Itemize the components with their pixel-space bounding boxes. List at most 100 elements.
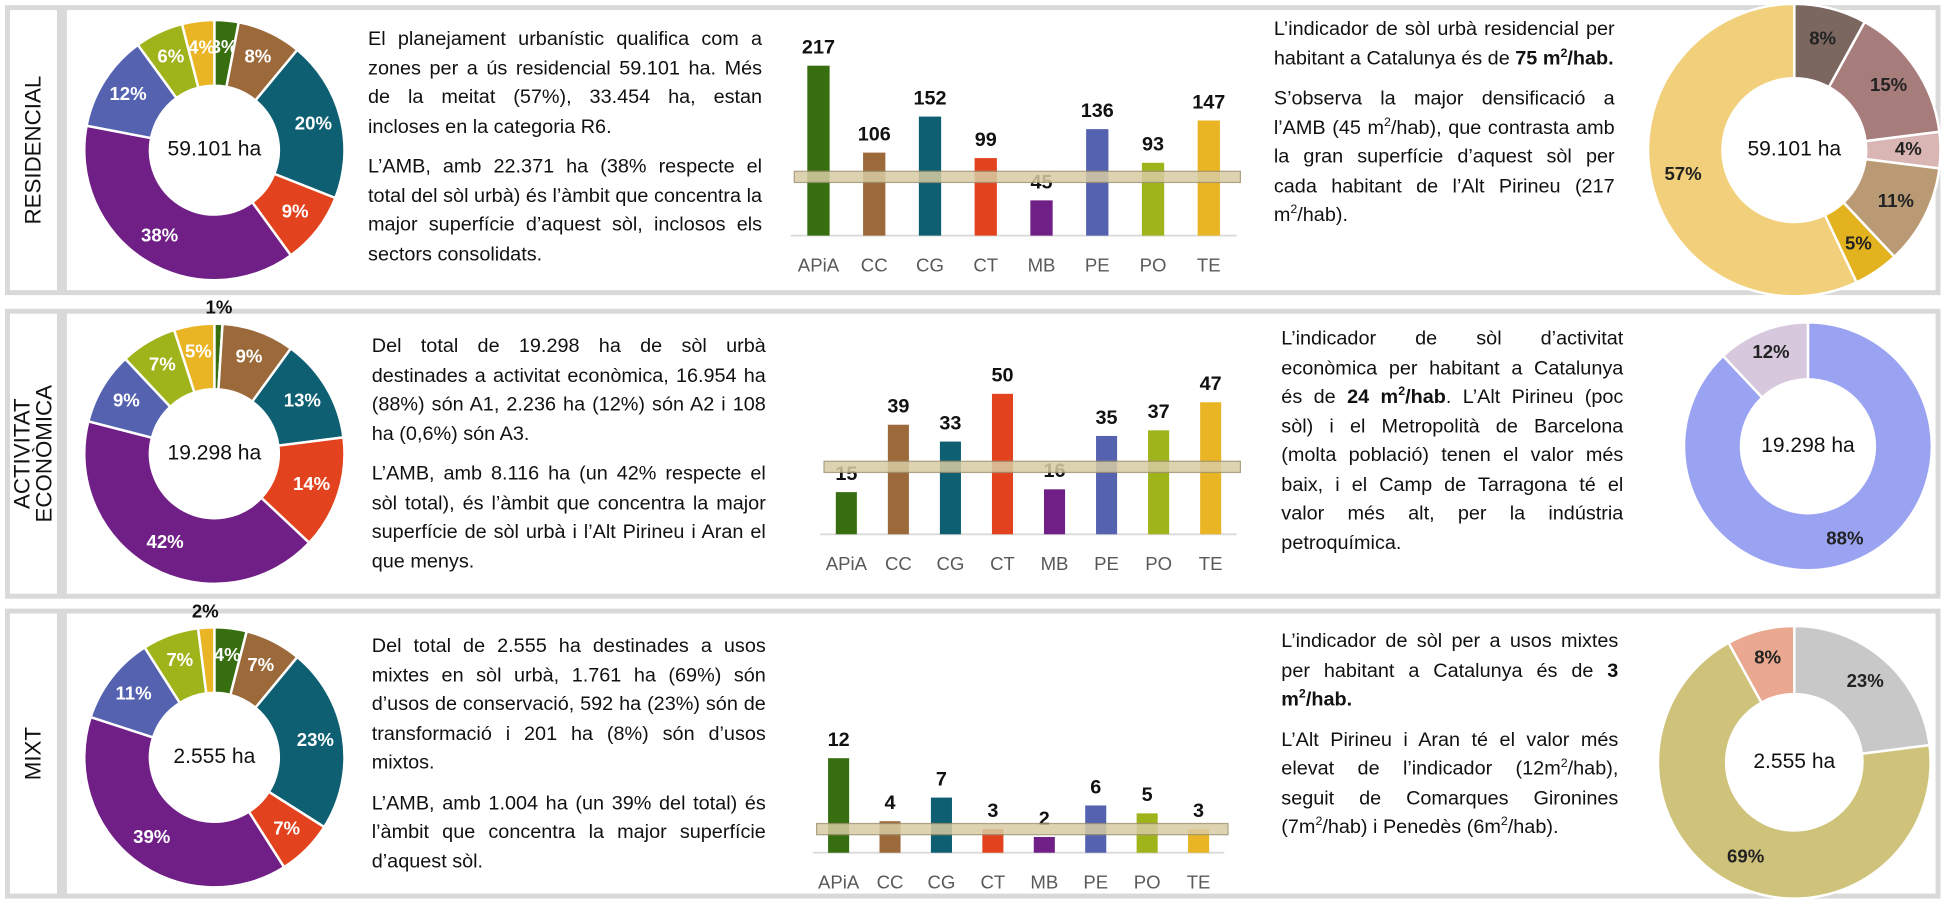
text-run: L’AMB, amb 8.116 ha (un 42% respecte el … — [371, 463, 766, 573]
donut-chart: 3% 8% 20% 9% 38% 12% 6% 4% 59.101 ha — [83, 18, 346, 282]
bold-run: 75 m — [1515, 48, 1560, 69]
donut-slice — [83, 419, 311, 586]
text-block: L’indicador de sòl d’activitat econòmica… — [1281, 325, 1623, 558]
donut-slice — [1721, 321, 1810, 400]
text-run: L’Alt Pirineu i Aran té el valor més ele… — [1281, 729, 1619, 780]
bar-value-label: 152 — [913, 87, 946, 109]
paragraph: Del total de 2.555 ha destinades a usos … — [372, 632, 766, 778]
bold-run: /hab. — [1567, 48, 1613, 69]
slice-label: 14% — [293, 473, 331, 494]
bar-value-label: 12 — [828, 729, 850, 751]
text-run: L’AMB, amb 1.004 ha (un 39% del total) é… — [371, 792, 766, 872]
bold-run: 2 — [1560, 47, 1567, 69]
slice-label: 1% — [205, 297, 232, 318]
bold-run: /hab — [1405, 387, 1446, 408]
donut-chart: 4% 7% 23% 7% 39% 11% 7% 2% 2.555 ha — [83, 601, 346, 889]
text-run: /hab. — [1305, 689, 1353, 711]
bar — [1030, 200, 1053, 236]
donut-center-label: 19.298 ha — [1761, 434, 1855, 457]
bold-run: 2 — [1299, 688, 1306, 710]
slice-label: 39% — [133, 826, 171, 847]
bar-value-label: 7 — [936, 768, 947, 790]
donut-slice — [1726, 624, 1796, 705]
bar-value-label: 217 — [802, 37, 835, 59]
donut-center-label: 2.555 ha — [1753, 750, 1835, 773]
text-run: Del total de 19.298 ha de sòl urbà desti… — [371, 335, 766, 445]
text-run: L’indicador de sòl per a usos mixtes per… — [1281, 630, 1619, 682]
bar — [835, 492, 857, 535]
x-tick-label: APiA — [826, 553, 868, 574]
slice-label: 69% — [1727, 846, 1765, 867]
slice-label: 4% — [1895, 138, 1922, 159]
slice-label: 11% — [116, 683, 153, 704]
text-block: L’indicador de sòl per a usos mixtes per… — [1281, 627, 1618, 842]
x-tick-label: MB — [1041, 553, 1069, 574]
text-run: . L’Alt Pirineu (poc sòl) i el Metropoli… — [1281, 386, 1624, 554]
slice-label: 2% — [192, 601, 219, 622]
text-run: /hab), seguit de Comarques Gironines (7m — [1281, 758, 1619, 838]
x-tick-label: CC — [861, 255, 888, 276]
bar — [1033, 836, 1055, 853]
row-label-box — [4, 308, 62, 599]
slice-label: 57% — [1664, 163, 1702, 184]
bar-chart: 15APiA39CC33CG50CT16MB35PE37PO47TE — [820, 365, 1242, 574]
donut-center-label: 2.555 ha — [173, 745, 255, 768]
donut-slice — [1793, 624, 1931, 756]
x-tick-label: MB — [1028, 255, 1056, 276]
paragraph: L’indicador de sòl per a usos mixtes per… — [1281, 627, 1618, 714]
x-tick-label: PE — [1085, 255, 1110, 276]
superscript: 2 — [1290, 203, 1298, 217]
reference-band — [823, 460, 1242, 474]
x-tick-label: APiA — [798, 255, 840, 276]
bar — [807, 65, 830, 236]
text-run: /hab), que contrasta amb la gran superfí… — [1273, 117, 1615, 226]
donut-slice — [253, 48, 346, 200]
slice-label: 9% — [113, 390, 140, 411]
paragraphs: L’indicador de sòl d’activitat econòmica… — [1281, 325, 1623, 558]
slice-label: 4% — [214, 644, 241, 665]
slice-label: 42% — [147, 531, 185, 552]
slice-label: 9% — [236, 345, 263, 366]
bar-value-label: 136 — [1081, 100, 1114, 122]
bar — [1148, 430, 1170, 535]
x-tick-label: CG — [936, 553, 964, 574]
slice-label: 7% — [166, 649, 193, 670]
bar-value-label: 47 — [1200, 373, 1222, 395]
row-label: ECONÒMICA — [32, 385, 57, 523]
bold-run: 3 m — [1281, 660, 1618, 710]
text-run: 24 m — [1347, 386, 1399, 408]
text-run: El planejament urbanístic qualifica com … — [368, 28, 763, 138]
x-tick-label: PO — [1134, 872, 1161, 893]
paragraphs: Del total de 2.555 ha destinades a usos … — [372, 632, 766, 876]
donut-chart: 1% 9% 13% 14% 42% 9% 7% 5% 19.298 ha — [83, 297, 346, 586]
paragraph: L’AMB, amb 8.116 ha (un 42% respecte el … — [372, 460, 766, 576]
slice-label: 6% — [157, 46, 184, 67]
x-tick-label: CT — [990, 553, 1015, 574]
x-tick-label: PE — [1083, 872, 1108, 893]
row-label-box — [4, 608, 62, 899]
paragraphs: El planejament urbanístic qualifica com … — [368, 25, 762, 269]
superscript: 2 — [1500, 815, 1508, 829]
slice-label: 9% — [282, 201, 309, 222]
bar-value-label: 2 — [1039, 808, 1050, 830]
paragraph: L’AMB, amb 1.004 ha (un 39% del total) é… — [372, 789, 766, 876]
text-run: /hab. — [1567, 47, 1614, 69]
paragraph: El planejament urbanístic qualifica com … — [368, 25, 762, 141]
donut-slice — [180, 18, 216, 90]
slice-label: 11% — [1878, 190, 1915, 211]
x-tick-label: CT — [973, 255, 998, 276]
slice-label: 5% — [185, 341, 212, 362]
slice-label: 7% — [149, 354, 176, 375]
bar-value-label: 3 — [1193, 800, 1204, 822]
reference-band — [793, 170, 1242, 184]
bar-value-label: 35 — [1096, 407, 1118, 429]
x-tick-label: PO — [1140, 255, 1167, 276]
bar-value-label: 37 — [1148, 401, 1170, 423]
paragraph: L’indicador de sòl urbà residencial per … — [1274, 15, 1615, 73]
x-tick-label: APiA — [818, 872, 860, 893]
slice-label: 8% — [1809, 28, 1836, 49]
paragraphs: L’indicador de sòl per a usos mixtes per… — [1281, 627, 1618, 842]
bar-chart: 12 APiA 4 CC 7 CG 3 CT 2 MB 6 PE 5 PO 3 TE — [812, 729, 1229, 893]
bar-value-label: 4 — [885, 792, 896, 814]
paragraph: Del total de 19.298 ha de sòl urbà desti… — [372, 332, 766, 448]
